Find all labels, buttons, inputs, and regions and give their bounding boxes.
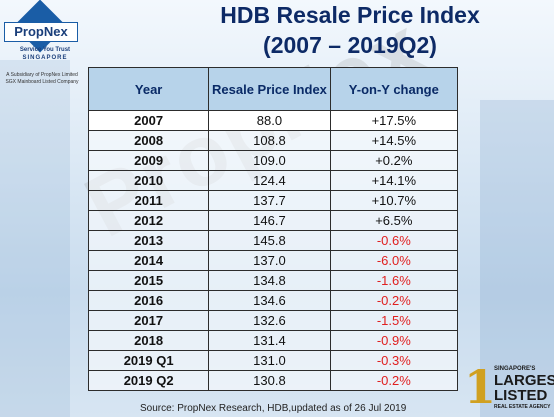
logo-name: PropNex xyxy=(4,22,78,42)
index-cell: 134.8 xyxy=(208,270,331,291)
table-row: 2007 88.0 +17.5% xyxy=(87,110,459,131)
table-row: 2013 145.8 -0.6% xyxy=(87,230,459,251)
year-cell: 2007 xyxy=(87,110,210,131)
table-row: 2019 Q1 131.0 -0.3% xyxy=(87,350,459,371)
year-cell: 2011 xyxy=(87,190,210,211)
change-cell: -0.6% xyxy=(329,230,459,251)
background-building-left xyxy=(0,60,70,417)
index-cell: 132.6 xyxy=(208,310,331,331)
badge-line-4: REAL ESTATE AGENCY xyxy=(494,404,551,410)
badge-line-1: SINGAPORE'S xyxy=(494,366,536,372)
change-cell: +10.7% xyxy=(329,190,459,211)
change-cell: -0.2% xyxy=(329,370,459,391)
year-cell: 2017 xyxy=(87,310,210,331)
year-cell: 2016 xyxy=(87,290,210,311)
year-cell: 2012 xyxy=(87,210,210,231)
table-row: 2010 124.4 +14.1% xyxy=(87,170,459,191)
change-cell: -1.5% xyxy=(329,310,459,331)
index-cell: 137.7 xyxy=(208,190,331,211)
change-cell: +17.5% xyxy=(329,110,459,131)
table-header-row: Year Resale Price Index Y-on-Y change xyxy=(87,67,459,111)
propnex-logo: PropNex Service You Trust SINGAPORE xyxy=(4,0,78,64)
year-cell: 2018 xyxy=(87,330,210,351)
year-cell: 2019 Q2 xyxy=(87,370,210,391)
index-cell: 131.0 xyxy=(208,350,331,371)
logo-country: SINGAPORE xyxy=(22,55,68,61)
change-cell: +14.1% xyxy=(329,170,459,191)
index-cell: 134.6 xyxy=(208,290,331,311)
table-row: 2009 109.0 +0.2% xyxy=(87,150,459,171)
change-cell: +6.5% xyxy=(329,210,459,231)
change-cell: -1.6% xyxy=(329,270,459,291)
price-index-table: Year Resale Price Index Y-on-Y change 20… xyxy=(87,67,459,391)
year-cell: 2010 xyxy=(87,170,210,191)
index-cell: 109.0 xyxy=(208,150,331,171)
subsidiary-note: A Subsidiary of PropNex Limited SGX Main… xyxy=(0,72,84,86)
change-cell: +14.5% xyxy=(329,130,459,151)
change-cell: -0.9% xyxy=(329,330,459,351)
table-row: 2018 131.4 -0.9% xyxy=(87,330,459,351)
table-row: 2017 132.6 -1.5% xyxy=(87,310,459,331)
header-change: Y-on-Y change xyxy=(329,67,459,111)
change-cell: +0.2% xyxy=(329,150,459,171)
year-cell: 2019 Q1 xyxy=(87,350,210,371)
table-row: 2008 108.8 +14.5% xyxy=(87,130,459,151)
table-row: 2011 137.7 +10.7% xyxy=(87,190,459,211)
page-title: HDB Resale Price Index (2007 – 2019Q2) xyxy=(150,0,550,60)
year-cell: 2015 xyxy=(87,270,210,291)
year-cell: 2014 xyxy=(87,250,210,271)
table-row: 2014 137.0 -6.0% xyxy=(87,250,459,271)
year-cell: 2009 xyxy=(87,150,210,171)
index-cell: 145.8 xyxy=(208,230,331,251)
index-cell: 124.4 xyxy=(208,170,331,191)
header-index: Resale Price Index xyxy=(208,67,331,111)
logo-mark: PropNex xyxy=(4,0,78,64)
logo-tagline: Service You Trust xyxy=(19,47,71,53)
subsidiary-line-1: A Subsidiary of PropNex Limited xyxy=(6,72,78,78)
header-year: Year xyxy=(87,67,210,111)
table-body: 2007 88.0 +17.5% 2008 108.8 +14.5% 2009 109.0 +0… xyxy=(87,110,459,391)
change-cell: -0.2% xyxy=(329,290,459,311)
badge-number: 1 xyxy=(464,360,497,414)
table-row: 2012 146.7 +6.5% xyxy=(87,210,459,231)
table-row: 2019 Q2 130.8 -0.2% xyxy=(87,370,459,391)
index-cell: 131.4 xyxy=(208,330,331,351)
year-cell: 2013 xyxy=(87,230,210,251)
badge-line-2: LARGEST xyxy=(494,372,554,389)
index-cell: 108.8 xyxy=(208,130,331,151)
index-cell: 88.0 xyxy=(208,110,331,131)
largest-listed-badge: 1 SINGAPORE'S LARGEST LISTED REAL ESTATE… xyxy=(462,360,554,417)
change-cell: -0.3% xyxy=(329,350,459,371)
index-cell: 130.8 xyxy=(208,370,331,391)
subsidiary-line-2: SGX Mainboard Listed Company xyxy=(5,79,79,85)
title-line-2: (2007 – 2019Q2) xyxy=(263,32,437,58)
table-row: 2015 134.8 -1.6% xyxy=(87,270,459,291)
background-building-right xyxy=(480,100,554,417)
table-row: 2016 134.6 -0.2% xyxy=(87,290,459,311)
change-cell: -6.0% xyxy=(329,250,459,271)
index-cell: 137.0 xyxy=(208,250,331,271)
title-line-1: HDB Resale Price Index xyxy=(220,2,480,28)
index-cell: 146.7 xyxy=(208,210,331,231)
source-note: Source: PropNex Research, HDB,updated as… xyxy=(140,403,407,414)
badge-line-3: LISTED xyxy=(494,387,548,404)
year-cell: 2008 xyxy=(87,130,210,151)
